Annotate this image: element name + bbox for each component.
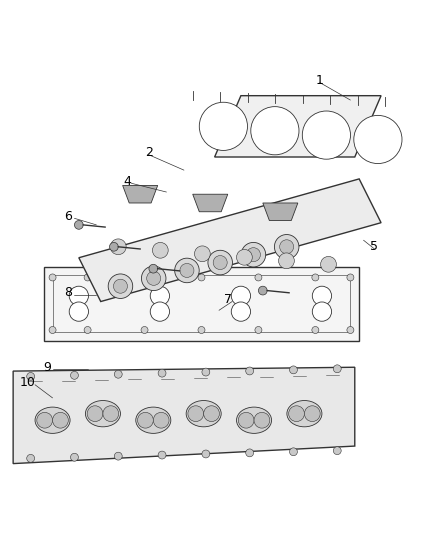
Circle shape <box>158 369 166 377</box>
Circle shape <box>302 111 350 159</box>
Polygon shape <box>193 194 228 212</box>
Circle shape <box>238 413 254 428</box>
Text: 9: 9 <box>43 361 51 374</box>
Circle shape <box>147 271 161 285</box>
Circle shape <box>158 451 166 459</box>
Text: 5: 5 <box>371 240 378 253</box>
Ellipse shape <box>237 407 272 433</box>
Polygon shape <box>263 203 298 221</box>
Circle shape <box>110 243 118 251</box>
Circle shape <box>213 255 227 270</box>
Circle shape <box>175 258 199 282</box>
Text: 8: 8 <box>64 286 72 300</box>
Circle shape <box>110 239 126 255</box>
Text: 7: 7 <box>224 293 232 306</box>
Circle shape <box>138 413 153 428</box>
Circle shape <box>141 327 148 334</box>
Circle shape <box>202 368 210 376</box>
Bar <box>44 266 359 341</box>
Text: 1: 1 <box>316 74 324 87</box>
Circle shape <box>69 302 88 321</box>
Circle shape <box>37 413 53 428</box>
Circle shape <box>312 302 332 321</box>
Circle shape <box>237 249 252 265</box>
Circle shape <box>152 243 168 258</box>
Ellipse shape <box>186 400 221 427</box>
Circle shape <box>103 406 119 422</box>
Circle shape <box>114 452 122 460</box>
Circle shape <box>354 115 402 164</box>
Circle shape <box>321 256 336 272</box>
Circle shape <box>141 274 148 281</box>
Circle shape <box>53 413 68 428</box>
Bar <box>53 275 350 332</box>
Circle shape <box>27 455 35 462</box>
Circle shape <box>198 274 205 281</box>
Circle shape <box>258 286 267 295</box>
Circle shape <box>290 448 297 456</box>
Text: 10: 10 <box>19 376 35 389</box>
Circle shape <box>289 406 304 422</box>
Circle shape <box>246 367 254 375</box>
Circle shape <box>114 370 122 378</box>
Circle shape <box>194 246 210 262</box>
Circle shape <box>84 327 91 334</box>
Circle shape <box>255 274 262 281</box>
Circle shape <box>69 286 88 305</box>
Circle shape <box>180 263 194 278</box>
Circle shape <box>153 413 169 428</box>
Circle shape <box>198 327 205 334</box>
Circle shape <box>246 449 254 457</box>
Circle shape <box>199 102 247 150</box>
Circle shape <box>347 327 354 334</box>
Circle shape <box>312 274 319 281</box>
Circle shape <box>150 302 170 321</box>
Circle shape <box>49 274 56 281</box>
Circle shape <box>312 286 332 305</box>
Circle shape <box>149 264 158 273</box>
Circle shape <box>27 373 35 381</box>
Circle shape <box>347 274 354 281</box>
Circle shape <box>247 248 261 262</box>
Ellipse shape <box>136 407 171 433</box>
Circle shape <box>74 221 83 229</box>
Circle shape <box>71 372 78 379</box>
Text: 4: 4 <box>123 175 131 188</box>
Circle shape <box>279 253 294 269</box>
Polygon shape <box>123 185 158 203</box>
Circle shape <box>108 274 133 298</box>
Circle shape <box>71 453 78 461</box>
Polygon shape <box>13 367 355 464</box>
Circle shape <box>251 107 299 155</box>
Circle shape <box>87 406 103 422</box>
Ellipse shape <box>85 400 120 427</box>
Circle shape <box>49 327 56 334</box>
Circle shape <box>333 447 341 455</box>
Ellipse shape <box>287 400 322 427</box>
Circle shape <box>290 366 297 374</box>
Ellipse shape <box>35 407 70 433</box>
Circle shape <box>312 327 319 334</box>
Polygon shape <box>215 96 381 157</box>
Circle shape <box>274 235 299 259</box>
Circle shape <box>279 240 293 254</box>
Text: 2: 2 <box>145 146 153 159</box>
Polygon shape <box>79 179 381 302</box>
Circle shape <box>202 450 210 458</box>
Circle shape <box>113 279 127 293</box>
Text: 6: 6 <box>64 209 72 223</box>
Circle shape <box>141 266 166 290</box>
Circle shape <box>254 413 270 428</box>
Circle shape <box>231 302 251 321</box>
Circle shape <box>84 274 91 281</box>
Circle shape <box>204 406 219 422</box>
Circle shape <box>255 327 262 334</box>
Circle shape <box>333 365 341 373</box>
Circle shape <box>188 406 204 422</box>
Circle shape <box>208 251 233 275</box>
Circle shape <box>304 406 320 422</box>
Circle shape <box>150 286 170 305</box>
Circle shape <box>231 286 251 305</box>
Circle shape <box>241 243 266 267</box>
